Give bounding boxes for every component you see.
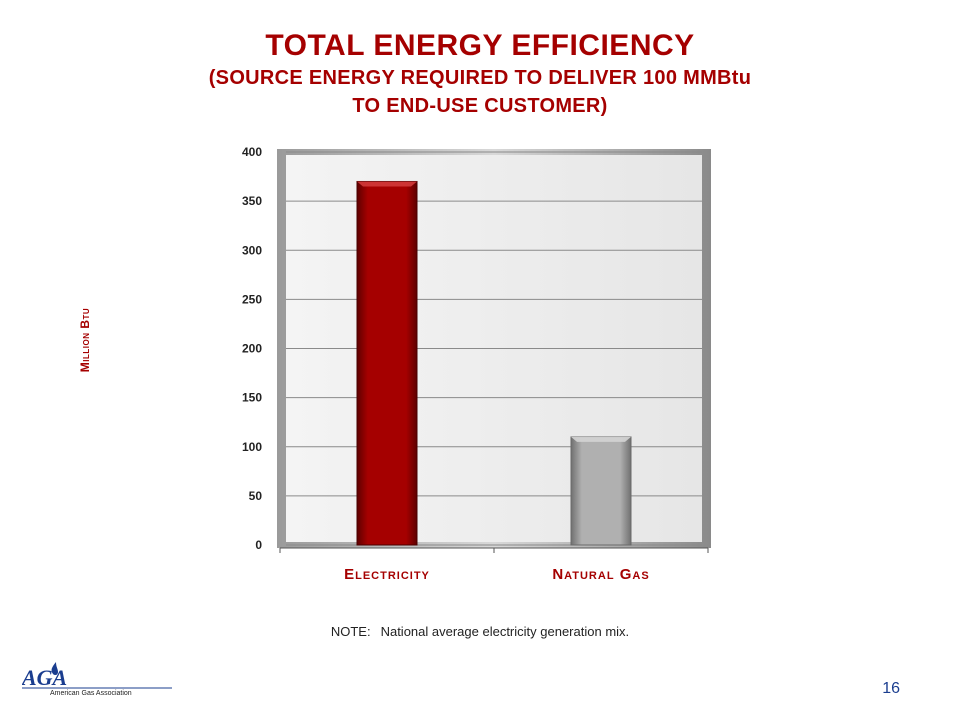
x-axis-labels: Electricity Natural Gas	[344, 566, 649, 583]
y-axis-ticks: 0 50 100 150 200 250 300 350 400	[242, 145, 262, 552]
chart-subtitle-line2: TO END-USE CUSTOMER)	[352, 95, 608, 117]
chart-subtitle-line1: (SOURCE ENERGY REQUIRED TO DELIVER 100 M…	[208, 67, 752, 89]
y-tick-label: 300	[242, 243, 262, 257]
aga-logo: AGA American Gas Association	[22, 662, 172, 697]
title-block: TOTAL ENERGY EFFICIENCY (SOURCE ENERGY R…	[0, 28, 960, 120]
bar-top-bevel	[357, 181, 417, 187]
y-tick-label: 400	[242, 145, 262, 159]
bar-top-bevel	[571, 436, 631, 442]
footnote: NOTE: National average electricity genera…	[0, 624, 960, 639]
logo-letters: AGA	[22, 665, 67, 690]
y-tick-label: 150	[242, 391, 262, 405]
page-number: 16	[882, 680, 900, 697]
chart-title: TOTAL ENERGY EFFICIENCY	[265, 29, 695, 62]
y-axis-label: Million Btu	[78, 307, 92, 373]
logo-name: American Gas Association	[50, 690, 132, 697]
y-tick-label: 200	[242, 342, 262, 356]
y-tick-label: 250	[242, 292, 262, 306]
gridlines	[279, 151, 709, 553]
note-text: National average electricity generation …	[380, 624, 630, 639]
y-tick-label: 0	[255, 538, 262, 552]
y-tick-label: 350	[242, 194, 262, 208]
x-category-label: Electricity	[344, 566, 430, 583]
y-tick-label: 100	[242, 440, 262, 454]
y-tick-label: 50	[249, 489, 263, 503]
bars	[356, 180, 632, 546]
bar	[356, 180, 418, 546]
note-label: NOTE:	[330, 624, 371, 639]
bar	[570, 436, 632, 546]
x-category-label: Natural Gas	[552, 566, 649, 583]
flame-icon	[51, 662, 58, 676]
